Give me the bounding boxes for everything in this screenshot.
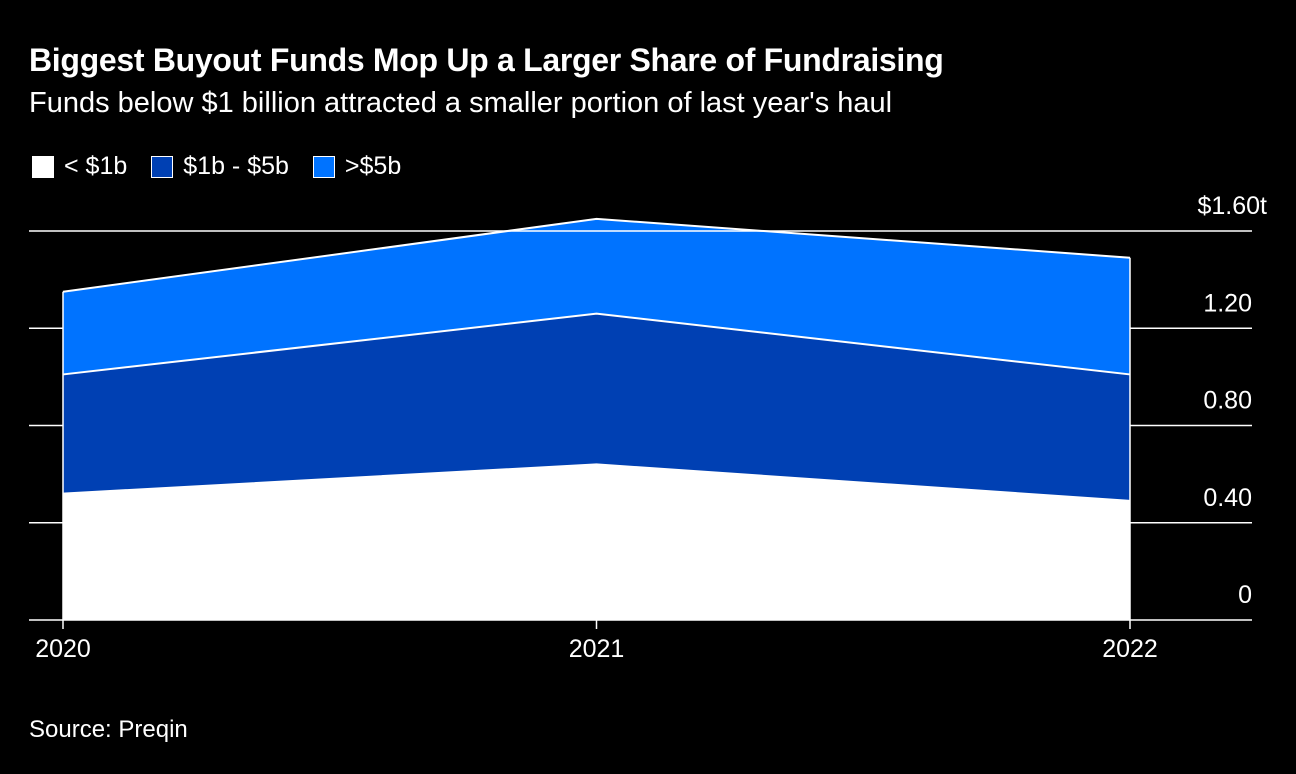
area-top-line-1 — [62, 312, 1131, 376]
source-note: Source: Preqin — [29, 716, 188, 743]
area-large-funds — [63, 218, 1130, 375]
x-tick-label-2020: 2020 — [35, 635, 91, 663]
legend: < $1b $1b - $5b >$5b — [32, 152, 425, 181]
chart-title: Biggest Buyout Funds Mop Up a Larger Sha… — [29, 42, 944, 78]
y-tick-label-2: 0.80 — [1203, 387, 1252, 415]
legend-item-large-funds: >$5b — [312, 152, 402, 181]
y-tick-label-4: $1.60t — [1197, 192, 1267, 220]
x-tick-label-2021: 2021 — [569, 635, 625, 663]
legend-label-mid-funds: $1b - $5b — [183, 152, 289, 180]
area-top-line-2 — [62, 217, 1131, 293]
legend-swatch-small-funds — [32, 155, 54, 178]
area-top-line-0 — [62, 463, 1131, 502]
legend-label-small-funds: < $1b — [64, 152, 128, 180]
y-tick-label-3: 1.20 — [1203, 289, 1252, 317]
legend-item-mid-funds: $1b - $5b — [151, 152, 289, 181]
legend-item-small-funds: < $1b — [32, 152, 127, 181]
area-mid-funds — [63, 313, 1130, 501]
legend-swatch-large-funds — [312, 155, 335, 178]
y-tick-label-1: 0.40 — [1203, 484, 1252, 512]
y-tick-label-0: 0 — [1238, 581, 1252, 609]
chart-subtitle: Funds below $1 billion attracted a small… — [29, 87, 893, 119]
area-small-funds — [63, 464, 1130, 620]
legend-swatch-mid-funds — [151, 155, 174, 178]
legend-label-large-funds: >$5b — [344, 152, 402, 180]
x-tick-label-2022: 2022 — [1102, 635, 1158, 663]
